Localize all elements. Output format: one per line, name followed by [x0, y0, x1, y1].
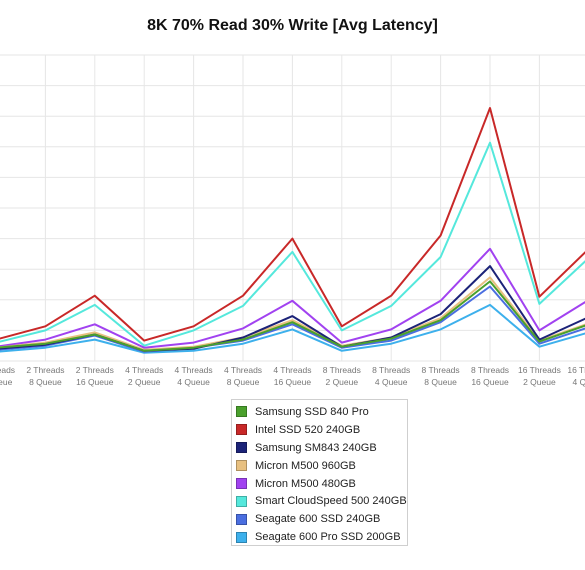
x-tick-label-queue: 8 Queue — [227, 377, 260, 387]
legend-label: Samsung SSD 840 Pro — [255, 405, 369, 418]
legend-swatch — [236, 478, 247, 489]
legend: Samsung SSD 840 Pro Intel SSD 520 240GB Sa… — [231, 399, 408, 546]
legend-swatch — [236, 406, 247, 418]
series-lines — [0, 107, 585, 354]
x-tick-label-queue: 8 Queue — [29, 377, 62, 387]
x-tick-label-queue: 2 Queue — [523, 377, 556, 387]
series-line — [0, 303, 585, 354]
legend-item[interactable]: Smart CloudSpeed 500 240GB — [236, 492, 407, 510]
x-tick-label-queue: 8 Queue — [0, 377, 13, 387]
x-tick-label-queue: 4 Queue — [572, 377, 585, 387]
legend-swatch — [236, 424, 247, 436]
x-tick-label-threads: 2 Threads — [76, 365, 114, 375]
x-tick-label-queue: 4 Queue — [375, 377, 408, 387]
legend-item[interactable]: Intel SSD 520 240GB — [236, 421, 407, 439]
legend-label: Seagate 600 SSD 240GB — [255, 513, 381, 526]
x-tick-label-queue: 8 Queue — [424, 377, 457, 387]
x-tick-label-threads: 2 Threads — [26, 365, 64, 375]
x-tick-label-queue: 4 Queue — [177, 377, 210, 387]
x-tick-label-queue: 2 Queue — [325, 377, 358, 387]
legend-label: Seagate 600 Pro SSD 200GB — [255, 531, 401, 544]
legend-label: Smart CloudSpeed 500 240GB — [255, 495, 407, 508]
chart-title: 8K 70% Read 30% Write [Avg Latency] — [147, 17, 438, 34]
x-tick-label-threads: 8 Threads — [323, 365, 361, 375]
series-line — [0, 107, 585, 342]
x-tick-label-threads: 8 Threads — [422, 365, 460, 375]
x-tick-label-threads: 4 Threads — [125, 365, 163, 375]
series-line — [0, 276, 585, 351]
legend-label: Micron M500 960GB — [255, 459, 356, 472]
legend-swatch — [236, 460, 247, 472]
legend-item[interactable]: Seagate 600 SSD 240GB — [236, 510, 407, 528]
legend-label: Micron M500 480GB — [255, 477, 356, 490]
x-tick-label-queue: 16 Queue — [76, 377, 114, 387]
x-tick-label-threads: 4 Threads — [273, 365, 311, 375]
x-tick-label-threads: 8 Threads — [471, 365, 509, 375]
x-tick-label-threads: 4 Threads — [175, 365, 213, 375]
legend-item[interactable]: Seagate 600 Pro SSD 200GB — [236, 528, 407, 546]
legend-item[interactable]: Micron M500 960GB — [236, 457, 407, 475]
series-line — [0, 280, 585, 352]
series-line — [0, 141, 585, 347]
line-chart: 2 Threads 8 Queue 2 Threads 8 Queue 2 Thread… — [0, 54, 585, 387]
x-tick-label-threads: 4 Threads — [224, 365, 262, 375]
x-tick-label-threads: 16 Threads — [567, 365, 585, 375]
x-tick-label-queue: 16 Queue — [471, 377, 509, 387]
legend-item[interactable]: Micron M500 480GB — [236, 475, 407, 493]
legend-label: Samsung SM843 240GB — [255, 441, 377, 454]
legend-swatch — [236, 531, 247, 543]
legend-swatch — [236, 442, 247, 454]
x-tick-label-threads: 8 Threads — [372, 365, 410, 375]
series-line — [0, 247, 585, 349]
x-tick-label-queue: 16 Queue — [274, 377, 312, 387]
x-tick-label-threads: 16 Threads — [518, 365, 561, 375]
x-tick-label-queue: 2 Queue — [128, 377, 161, 387]
grid-lines — [0, 54, 585, 362]
x-tick-labels: 2 Threads 8 Queue 2 Threads 8 Queue 2 Thread… — [0, 365, 585, 387]
legend-item[interactable]: Samsung SSD 840 Pro — [236, 403, 407, 421]
legend-swatch — [236, 495, 247, 507]
legend-item[interactable]: Samsung SM843 240GB — [236, 439, 407, 457]
legend-swatch — [236, 513, 247, 525]
x-tick-label-threads: 2 Threads — [0, 365, 15, 375]
legend-label: Intel SSD 520 240GB — [255, 423, 361, 436]
